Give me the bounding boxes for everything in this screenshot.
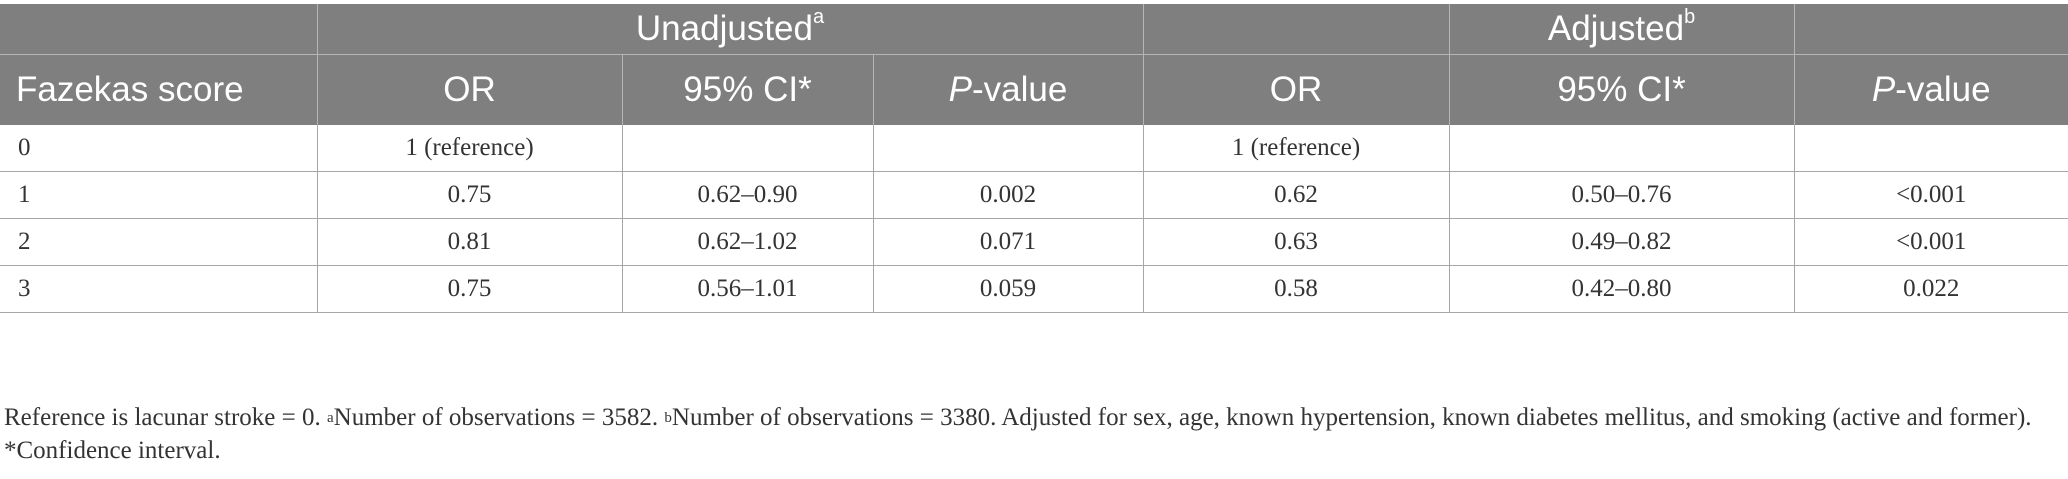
cell-fazekas-score: 1	[0, 171, 318, 219]
cell-adjusted-ci: 0.50–0.76	[1449, 171, 1795, 219]
header-group-unadjusted-label: Unadjusted	[635, 9, 813, 48]
cell-unadjusted-ci: 0.56–1.01	[622, 265, 874, 313]
cell-unadjusted-or: 1 (reference)	[317, 125, 623, 172]
header-group-adjusted-label: Adjusted	[1547, 9, 1685, 48]
header-unadjusted-or: OR	[317, 54, 623, 125]
table-row: 3 0.75 0.56–1.01 0.059 0.58 0.42–0.80 0.…	[0, 265, 2068, 313]
header-group-adjusted: Adjustedb	[1449, 4, 1795, 55]
header-adjusted-p-value: P-value	[1794, 54, 2068, 125]
footnote-sup-b: b	[664, 410, 672, 426]
header-group-unadjusted-sup: a	[812, 6, 825, 29]
header-group-adjusted-sup: b	[1684, 6, 1696, 29]
cell-adjusted-or: 0.62	[1143, 171, 1450, 219]
header-group-row: Unadjusteda Adjustedb	[0, 4, 2068, 55]
cell-fazekas-score: 2	[0, 218, 318, 266]
cell-adjusted-ci: 0.49–0.82	[1449, 218, 1795, 266]
p-italic: P	[948, 70, 973, 109]
cell-unadjusted-p-value: 0.002	[873, 171, 1144, 219]
table-row: 1 0.75 0.62–0.90 0.002 0.62 0.50–0.76 <0…	[0, 171, 2068, 219]
cell-unadjusted-ci: 0.62–1.02	[622, 218, 874, 266]
header-unadjusted-ci: 95% CI*	[622, 54, 874, 125]
results-table: Unadjusteda Adjustedb Fazekas score OR 9…	[0, 4, 2068, 313]
cell-adjusted-or: 1 (reference)	[1143, 125, 1450, 172]
header-adjusted-or: OR	[1143, 54, 1450, 125]
cell-adjusted-p-value	[1794, 125, 2068, 172]
table-row: 2 0.81 0.62–1.02 0.071 0.63 0.49–0.82 <0…	[0, 218, 2068, 266]
cell-adjusted-or: 0.58	[1143, 265, 1450, 313]
p-rest: -value	[972, 70, 1068, 109]
cell-unadjusted-ci	[622, 125, 874, 172]
footnote-sup-a: a	[327, 410, 334, 426]
header-empty-cell	[0, 4, 318, 55]
p-italic: P	[1871, 70, 1896, 109]
footnote-adjusted-n: Number of observations = 3380. Adjusted …	[4, 404, 2032, 464]
header-empty-cell	[1143, 4, 1450, 55]
table-row: 0 1 (reference) 1 (reference)	[0, 125, 2068, 172]
header-column-row: Fazekas score OR 95% CI* P-value OR 95% …	[0, 54, 2068, 125]
table-header: Unadjusteda Adjustedb Fazekas score OR 9…	[0, 4, 2068, 125]
cell-fazekas-score: 3	[0, 265, 318, 313]
header-fazekas-score: Fazekas score	[0, 54, 318, 125]
cell-unadjusted-or: 0.75	[317, 171, 623, 219]
cell-adjusted-p-value: 0.022	[1794, 265, 2068, 313]
cell-adjusted-or: 0.63	[1143, 218, 1450, 266]
cell-adjusted-p-value: <0.001	[1794, 171, 2068, 219]
footnote-reference: Reference is lacunar stroke = 0.	[4, 404, 327, 431]
cell-adjusted-ci: 0.42–0.80	[1449, 265, 1795, 313]
cell-unadjusted-p-value	[873, 125, 1144, 172]
header-group-unadjusted: Unadjusteda	[317, 4, 1144, 55]
cell-fazekas-score: 0	[0, 125, 318, 172]
cell-unadjusted-ci: 0.62–0.90	[622, 171, 874, 219]
cell-unadjusted-or: 0.75	[317, 265, 623, 313]
header-unadjusted-p-value: P-value	[873, 54, 1144, 125]
table-footnote: Reference is lacunar stroke = 0. aNumber…	[4, 403, 2062, 466]
cell-unadjusted-p-value: 0.059	[873, 265, 1144, 313]
cell-unadjusted-or: 0.81	[317, 218, 623, 266]
footnote-unadjusted-n: Number of observations = 3582.	[333, 404, 665, 431]
cell-adjusted-p-value: <0.001	[1794, 218, 2068, 266]
cell-adjusted-ci	[1449, 125, 1795, 172]
cell-unadjusted-p-value: 0.071	[873, 218, 1144, 266]
header-empty-cell	[1794, 4, 2068, 55]
table-body: 0 1 (reference) 1 (reference) 1 0.75 0.6…	[0, 125, 2068, 313]
p-rest: -value	[1895, 70, 1991, 109]
header-adjusted-ci: 95% CI*	[1449, 54, 1795, 125]
